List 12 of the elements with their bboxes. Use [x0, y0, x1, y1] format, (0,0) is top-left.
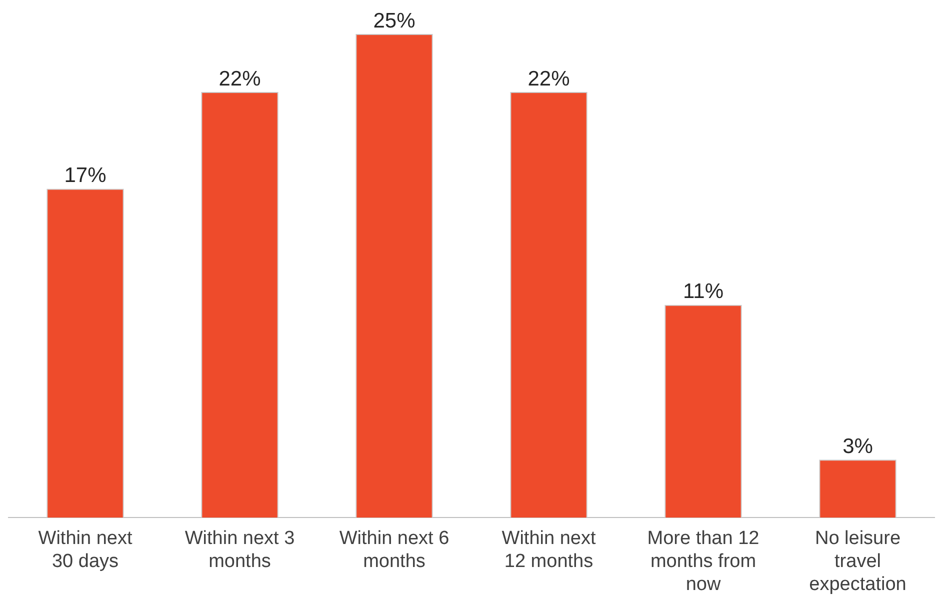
- x-tick-label: Within next 12 months: [502, 528, 596, 572]
- x-tick-label: Within next 3 months: [184, 528, 295, 572]
- data-label: 11%: [683, 280, 724, 304]
- data-label: 17%: [64, 164, 106, 188]
- x-tick-label: Within next 6 months: [339, 528, 450, 572]
- data-label: 22%: [218, 67, 261, 90]
- x-tick-label: More than 12 months from now: [647, 528, 760, 595]
- x-tick-label: No leisure travel expectation: [809, 528, 906, 595]
- x-tick-label: Within next 30 days: [38, 528, 133, 572]
- data-label: 3%: [842, 434, 873, 458]
- data-label: 22%: [528, 67, 570, 90]
- data-label: 25%: [373, 9, 416, 32]
